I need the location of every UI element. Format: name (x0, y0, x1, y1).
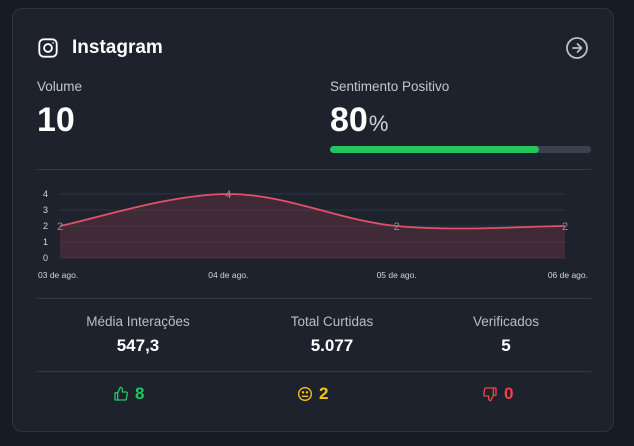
neutral-face-icon (298, 387, 312, 401)
sentiment-value: 80% (330, 101, 388, 140)
volume-label: Volume (37, 79, 83, 94)
divider (37, 371, 591, 372)
y-tick-label: 0 (43, 253, 48, 263)
y-tick-label: 3 (43, 205, 48, 215)
x-tick-label: 03 de ago. (38, 270, 78, 280)
data-label: 2 (394, 221, 400, 233)
data-label: 4 (225, 189, 231, 201)
series-area (60, 194, 565, 258)
sentiment-label: Sentimento Positivo (330, 79, 450, 94)
card-header: Instagram (37, 37, 163, 59)
stat-value: 5.077 (310, 336, 354, 355)
y-tick-label: 4 (43, 189, 48, 199)
y-tick-label: 2 (43, 221, 48, 231)
x-tick-label: 06 de ago. (548, 270, 588, 280)
stat-total-curtidas: Total Curtidas 5.077 (242, 314, 422, 356)
stat-value: 547,3 (116, 336, 160, 355)
volume-value: 10 (37, 101, 75, 139)
sentiment-progress-fill (330, 146, 539, 153)
card-title: Instagram (72, 37, 163, 58)
stat-label: Total Curtidas (290, 314, 374, 329)
arrow-right-circle-icon[interactable] (565, 36, 589, 60)
neutral-count: 2 (319, 384, 329, 403)
stat-verificados: Verificados 5 (416, 314, 596, 356)
reaction-negative: 0 (482, 384, 513, 404)
positive-count: 8 (135, 384, 145, 403)
stat-value: 5 (501, 336, 511, 355)
sentiment-progress-bar (330, 146, 591, 153)
data-label: 2 (57, 221, 63, 233)
y-tick-label: 1 (43, 237, 48, 247)
instagram-card: Instagram Volume 10 Sentimento Positivo … (12, 8, 614, 432)
thumbs-down-icon (483, 387, 497, 402)
instagram-icon (38, 38, 58, 58)
reaction-neutral: 2 (297, 384, 328, 404)
thumbs-up-icon (114, 386, 128, 401)
stat-label: Verificados (472, 314, 540, 329)
divider (37, 298, 591, 299)
x-tick-label: 05 de ago. (377, 270, 417, 280)
negative-count: 0 (504, 384, 514, 403)
sentiment-number: 80 (330, 101, 368, 139)
sentiment-unit: % (368, 111, 389, 136)
divider (37, 169, 591, 170)
stat-label: Média Interações (86, 314, 190, 329)
data-label: 2 (562, 221, 568, 233)
x-tick-label: 04 de ago. (208, 270, 248, 280)
stat-media-interacoes: Média Interações 547,3 (48, 314, 228, 356)
series-line (59, 193, 566, 230)
reaction-positive: 8 (113, 384, 144, 404)
